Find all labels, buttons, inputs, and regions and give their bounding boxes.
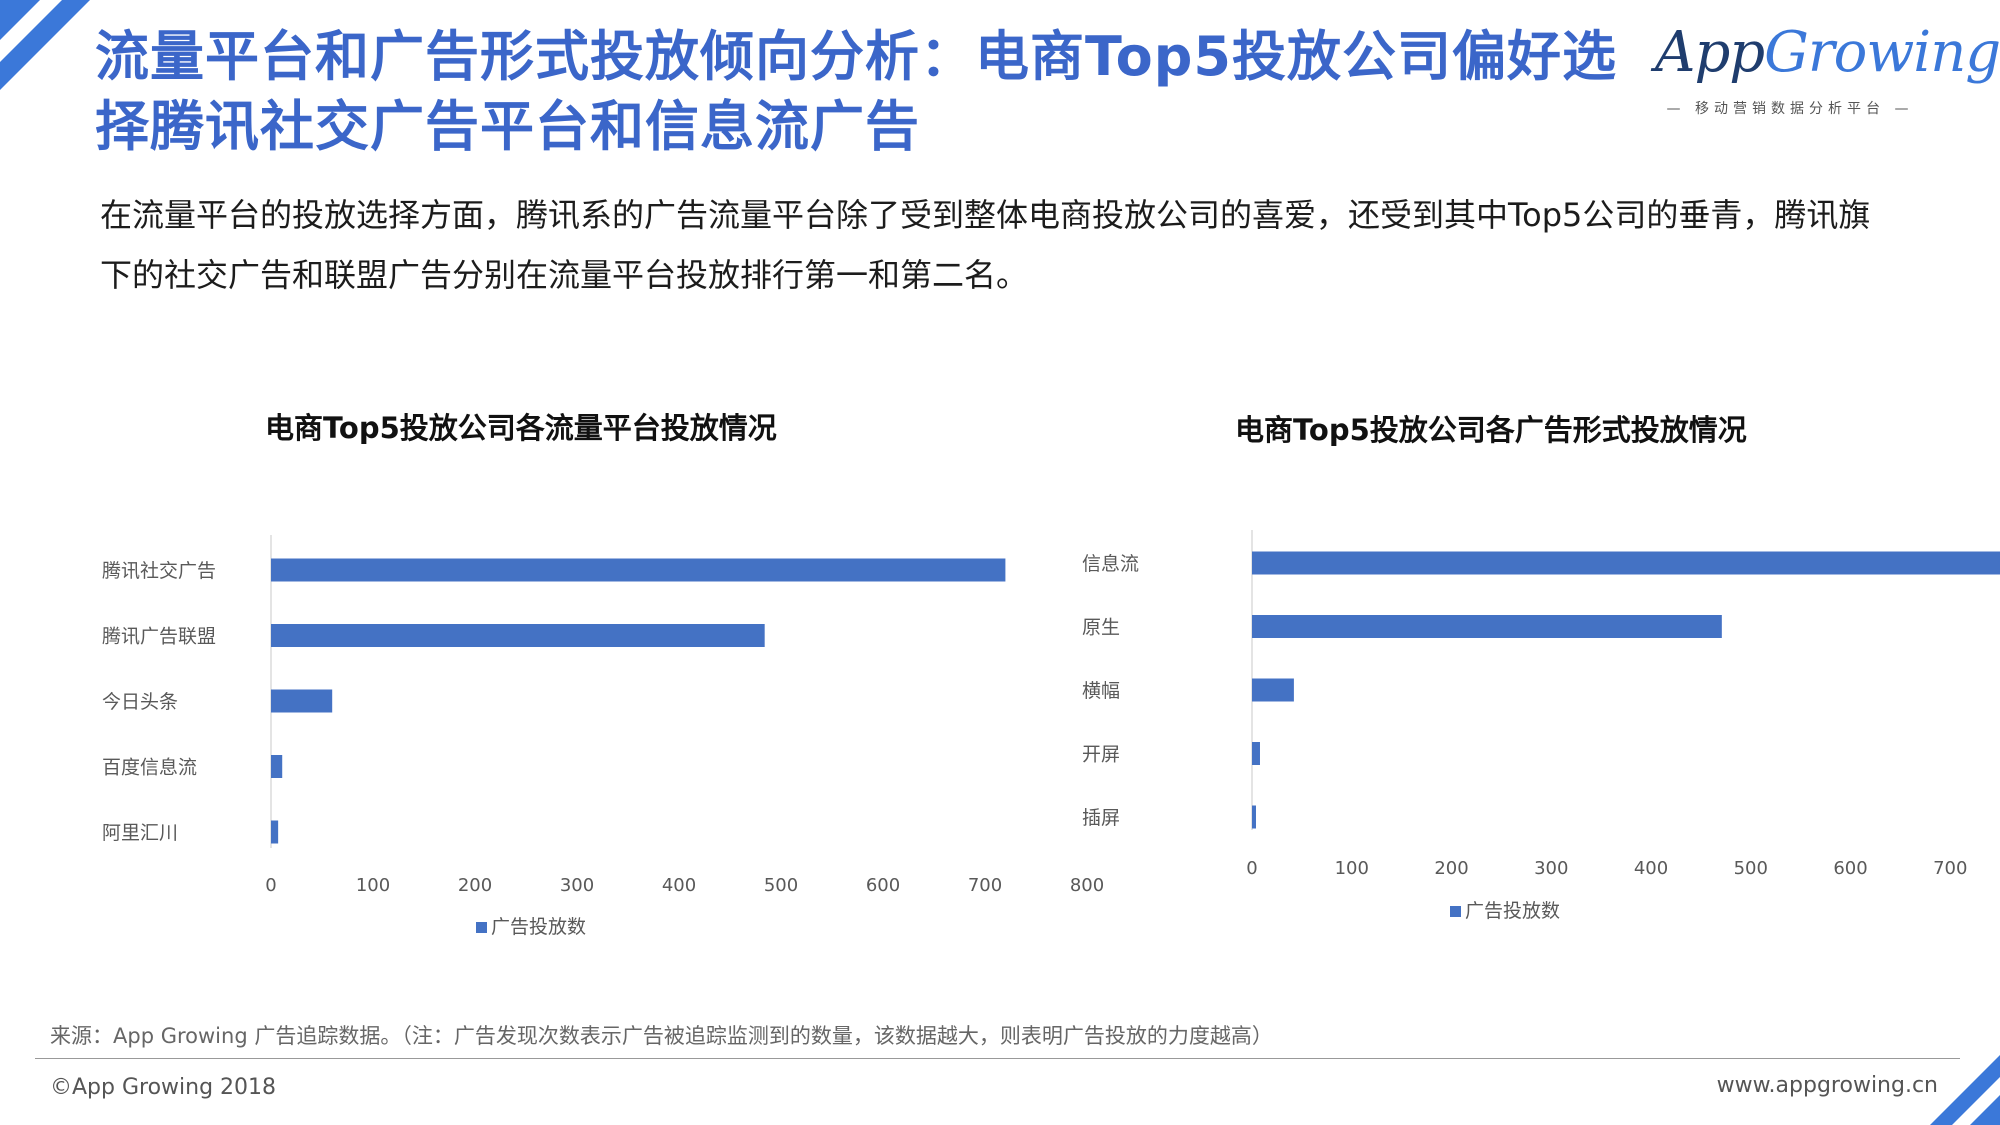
logo-tagline: — 移动营销数据分析平台 —	[1666, 101, 1914, 117]
chart-1-bar	[271, 689, 333, 713]
chart-2-bar	[1252, 678, 1294, 702]
logo-word-growing: Growing	[1764, 20, 2000, 85]
chart-2-x-tick: 600	[1833, 858, 1867, 879]
logo-word-app: App	[1655, 20, 1765, 85]
app-growing-logo: AppGrowing — 移动营销数据分析平台 —	[1655, 20, 2000, 120]
page-title: 流量平台和广告形式投放倾向分析：电商Top5投放公司偏好选择腾讯社交广告平台和信…	[95, 25, 1617, 158]
chart-2-category-label: 开屏	[1082, 744, 1120, 766]
chart-1-category-label: 腾讯社交广告	[102, 560, 216, 582]
chart-1-x-tick: 600	[866, 875, 900, 896]
chart-1-x-tick: 700	[968, 875, 1002, 896]
chart-2-category-label: 插屏	[1082, 807, 1120, 829]
chart-1-bar	[271, 755, 283, 778]
chart-2-title: 电商Top5投放公司各广告形式投放情况	[1235, 413, 1747, 447]
chart-2-category-label: 信息流	[1082, 553, 1139, 575]
footer-divider	[35, 1058, 1960, 1059]
chart-2-x-tick: 100	[1335, 858, 1369, 879]
chart-2-category-label: 横幅	[1082, 680, 1120, 702]
chart-2-bar	[1252, 551, 2000, 575]
chart-2-legend-swatch	[1450, 906, 1461, 917]
chart-1-x-tick: 100	[356, 875, 390, 896]
chart-1-bar	[271, 624, 765, 647]
chart-2-x-tick: 700	[1933, 858, 1967, 879]
chart-2-legend-label: 广告投放数	[1465, 900, 1560, 922]
chart-1-x-tick: 0	[265, 875, 276, 896]
chart-1-bar	[271, 558, 1006, 582]
chart-1-x-tick: 500	[764, 875, 798, 896]
chart-1-x-tick: 400	[662, 875, 696, 896]
corner-decoration-bottom	[1930, 1055, 2000, 1125]
chart-2-bar	[1252, 805, 1256, 829]
intro-paragraph: 在流量平台的投放选择方面，腾讯系的广告流量平台除了受到整体电商投放公司的喜爱，还…	[100, 196, 1871, 294]
chart-2-x-tick: 300	[1534, 858, 1568, 879]
chart-1-category-label: 阿里汇川	[102, 822, 178, 844]
chart-1-legend-label: 广告投放数	[491, 916, 586, 938]
chart-2-x-tick: 400	[1634, 858, 1668, 879]
chart-1-x-tick: 300	[560, 875, 594, 896]
chart-1-title: 电商Top5投放公司各流量平台投放情况	[265, 411, 777, 445]
source-note: 来源：App Growing 广告追踪数据。（注：广告发现次数表示广告被追踪监测…	[50, 1024, 1273, 1048]
chart-2-bar	[1252, 615, 1722, 638]
chart-1-x-tick: 200	[458, 875, 492, 896]
corner-decoration	[0, 0, 90, 90]
chart-1-category-label: 腾讯广告联盟	[102, 626, 216, 648]
chart-2-x-tick: 500	[1734, 858, 1768, 879]
chart-1-x-tick: 800	[1070, 875, 1104, 896]
chart-1-category-label: 今日头条	[102, 691, 178, 713]
chart-2-x-tick: 0	[1246, 858, 1257, 879]
chart-2-bar	[1252, 742, 1260, 765]
chart-2-category-label: 原生	[1082, 617, 1120, 639]
chart-1-bar	[271, 820, 279, 844]
chart-1-legend-swatch	[476, 922, 487, 933]
chart-1-category-label: 百度信息流	[102, 757, 197, 779]
chart-2-x-tick: 200	[1434, 858, 1468, 879]
website-link[interactable]: www.appgrowing.cn	[1716, 1073, 1938, 1098]
copyright: ©App Growing 2018	[50, 1075, 277, 1100]
